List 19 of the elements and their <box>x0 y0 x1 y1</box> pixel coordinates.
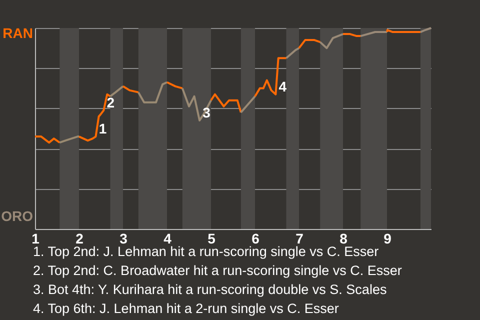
text: 3. Bot 4th: Y. Kurihara hit a run-scoring double vs S. Scales <box>33 282 387 297</box>
annotation: 2 <box>106 94 115 110</box>
annotation: 1 <box>98 120 107 137</box>
annotation: 3 <box>202 104 211 120</box>
x-tick-label: 3 <box>120 230 128 246</box>
annotation: 4 <box>278 78 287 94</box>
x-tick-label: 6 <box>252 230 260 246</box>
x-tick-label: 8 <box>340 230 348 246</box>
text: RAN <box>2 25 33 41</box>
x-tick-label: 5 <box>208 230 216 246</box>
text: 4. Top 6th: J. Lehman hit a 2-run single vs C. Esser <box>33 301 340 316</box>
text: 1. Top 2nd: J. Lehman hit a run-scoring single vs C. Esser <box>33 244 380 259</box>
text: ORO <box>1 208 34 224</box>
x-tick-label: 7 <box>296 230 304 246</box>
x-tick-label: 4 <box>164 230 172 246</box>
x-tick-label: 1 <box>32 230 40 246</box>
text: 2. Top 2nd: C. Broadwater hit a run-scoring single vs C. Esser <box>33 263 402 278</box>
x-tick-label: 9 <box>384 230 392 246</box>
x-tick-label: 2 <box>76 230 84 246</box>
